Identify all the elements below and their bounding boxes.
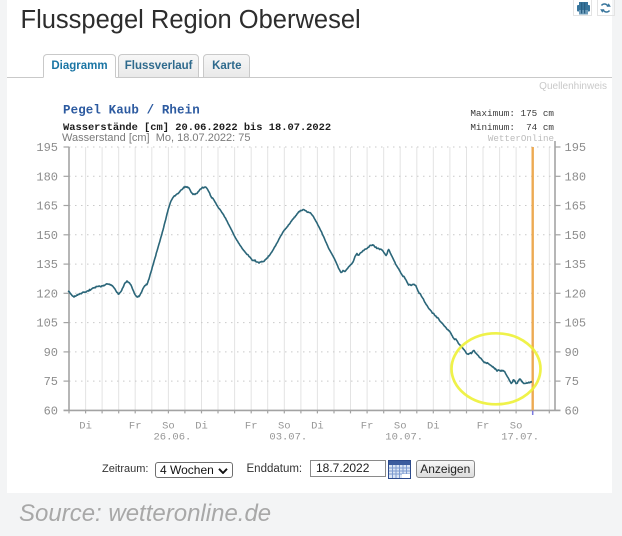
svg-text:75: 75 [44, 375, 58, 389]
svg-text:90: 90 [44, 346, 58, 360]
svg-text:Di: Di [427, 421, 440, 433]
svg-text:Fr: Fr [129, 421, 142, 433]
svg-text:180: 180 [565, 170, 587, 184]
svg-text:Di: Di [79, 421, 92, 433]
svg-text:195: 195 [36, 141, 58, 155]
svg-text:So: So [162, 421, 175, 433]
svg-text:10.07.: 10.07. [385, 432, 423, 444]
svg-text:03.07.: 03.07. [269, 432, 307, 444]
svg-text:195: 195 [565, 141, 587, 155]
svg-text:180: 180 [36, 170, 58, 184]
svg-text:Di: Di [311, 421, 324, 433]
svg-text:60: 60 [44, 404, 58, 418]
svg-text:105: 105 [565, 317, 587, 331]
svg-text:Maximum: 175 cm: Maximum: 175 cm [470, 108, 554, 119]
svg-text:Pegel Kaub / Rhein: Pegel Kaub / Rhein [63, 104, 200, 118]
svg-text:Fr: Fr [361, 421, 374, 433]
svg-text:90: 90 [565, 346, 579, 360]
svg-text:150: 150 [565, 229, 587, 243]
svg-text:150: 150 [36, 229, 58, 243]
svg-text:75: 75 [565, 375, 579, 389]
svg-text:Wasserstände [cm] 20.06.2022 b: Wasserstände [cm] 20.06.2022 bis 18.07.2… [63, 122, 331, 134]
svg-text:So: So [510, 421, 523, 433]
svg-text:Fr: Fr [477, 421, 490, 433]
svg-text:105: 105 [36, 317, 58, 331]
svg-text:So: So [278, 421, 291, 433]
svg-text:Wasserstand [cm] Mo, 18.07.20: Wasserstand [cm] Mo, 18.07.2022: 75 [62, 132, 251, 144]
svg-text:120: 120 [36, 287, 58, 301]
svg-text:165: 165 [36, 200, 58, 214]
svg-text:Fr: Fr [245, 421, 258, 433]
svg-text:Minimum: 74 cm: Minimum: 74 cm [470, 122, 554, 133]
svg-text:165: 165 [565, 200, 587, 214]
svg-text:Di: Di [195, 421, 208, 433]
svg-text:WetterOnline: WetterOnline [488, 133, 554, 144]
svg-text:60: 60 [565, 404, 579, 418]
svg-text:120: 120 [565, 287, 587, 301]
svg-text:17.07.: 17.07. [501, 432, 539, 444]
svg-text:135: 135 [565, 258, 587, 272]
svg-text:So: So [394, 421, 407, 433]
svg-text:26.06.: 26.06. [153, 432, 191, 444]
svg-text:135: 135 [36, 258, 58, 272]
